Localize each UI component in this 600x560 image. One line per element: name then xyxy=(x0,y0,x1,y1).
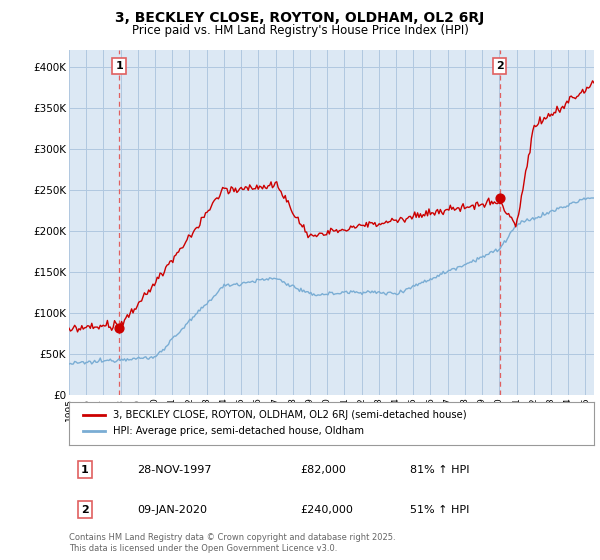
Text: Contains HM Land Registry data © Crown copyright and database right 2025.
This d: Contains HM Land Registry data © Crown c… xyxy=(69,533,395,553)
Text: 1: 1 xyxy=(115,61,123,71)
Text: 51% ↑ HPI: 51% ↑ HPI xyxy=(410,505,470,515)
Text: £82,000: £82,000 xyxy=(300,465,346,475)
Text: 3, BECKLEY CLOSE, ROYTON, OLDHAM, OL2 6RJ: 3, BECKLEY CLOSE, ROYTON, OLDHAM, OL2 6R… xyxy=(115,11,485,25)
Text: 2: 2 xyxy=(81,505,89,515)
Text: £240,000: £240,000 xyxy=(300,505,353,515)
Text: 1: 1 xyxy=(81,465,89,475)
Text: 81% ↑ HPI: 81% ↑ HPI xyxy=(410,465,470,475)
Point xyxy=(495,194,505,203)
Text: Price paid vs. HM Land Registry's House Price Index (HPI): Price paid vs. HM Land Registry's House … xyxy=(131,24,469,37)
Text: 28-NOV-1997: 28-NOV-1997 xyxy=(137,465,212,475)
Text: 2: 2 xyxy=(496,61,504,71)
Text: 09-JAN-2020: 09-JAN-2020 xyxy=(137,505,207,515)
Legend: 3, BECKLEY CLOSE, ROYTON, OLDHAM, OL2 6RJ (semi-detached house), HPI: Average pr: 3, BECKLEY CLOSE, ROYTON, OLDHAM, OL2 6R… xyxy=(79,407,471,440)
Point xyxy=(114,323,124,332)
